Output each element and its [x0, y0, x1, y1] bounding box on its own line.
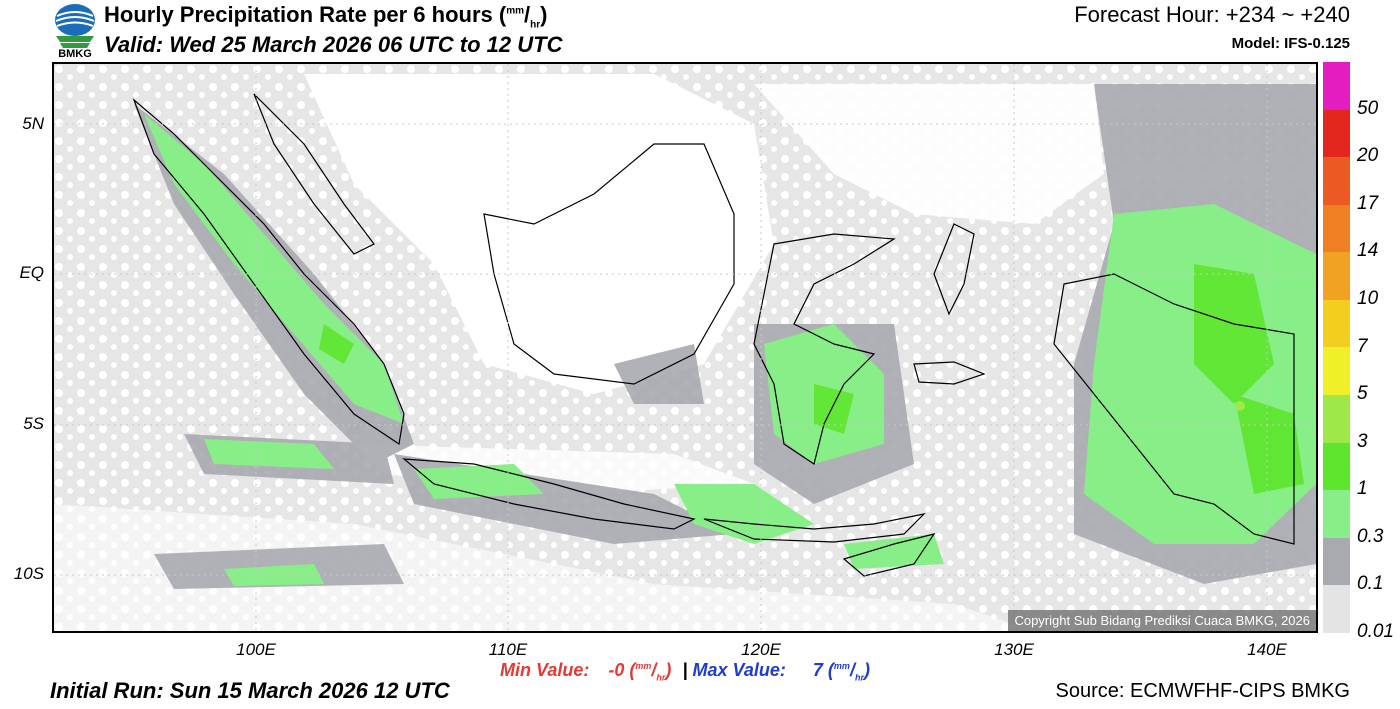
- initial-run: Initial Run: Sun 15 March 2026 12 UTC: [50, 678, 450, 703]
- copyright-notice: Copyright Sub Bidang Prediksi Cuaca BMKG…: [1008, 610, 1316, 631]
- colorbar-segment: [1323, 585, 1350, 633]
- min-value: -0: [608, 660, 625, 680]
- colorbar-label: 50: [1357, 97, 1379, 119]
- max-value: 7: [812, 660, 823, 680]
- precipitation-colorbar: [1323, 62, 1350, 633]
- lon-label-100e: 100E: [236, 640, 276, 659]
- colorbar-label: 20: [1357, 145, 1379, 167]
- colorbar-segment: [1323, 109, 1350, 158]
- colorbar-label: 10: [1357, 287, 1379, 309]
- min-label: Min Value:: [500, 660, 590, 680]
- lon-label-140e: 140E: [1247, 640, 1287, 659]
- bmkg-logo: BMKG: [50, 2, 100, 60]
- colorbar-label: 7: [1357, 335, 1368, 357]
- colorbar-label: 14: [1357, 240, 1379, 262]
- colorbar-segment: [1323, 537, 1350, 586]
- lon-label-120e: 120E: [741, 640, 781, 659]
- colorbar-segment: [1323, 157, 1350, 205]
- colorbar-label: 0.01: [1357, 621, 1394, 642]
- colorbar-label: 0.1: [1357, 573, 1384, 595]
- colorbar-label: 3: [1357, 430, 1368, 452]
- logo-text: BMKG: [58, 48, 92, 58]
- data-source: Source: ECMWFHF-CIPS BMKG: [1055, 680, 1350, 702]
- precipitation-map: [52, 62, 1318, 633]
- colorbar-label: 5: [1357, 383, 1368, 405]
- value-separator: |: [682, 660, 688, 680]
- lon-label-130e: 130E: [994, 640, 1034, 659]
- lat-label-10s: 10S: [13, 564, 44, 583]
- colorbar-segment: [1323, 490, 1350, 538]
- colorbar-segment: [1323, 395, 1350, 443]
- page-title: Hourly Precipitation Rate per 6 hours (m…: [104, 2, 548, 31]
- colorbar-segment: [1323, 204, 1350, 253]
- lat-label-5n: 5N: [22, 114, 44, 133]
- valid-time: Valid: Wed 25 March 2026 06 UTC to 12 UT…: [104, 32, 563, 57]
- colorbar-segment: [1323, 62, 1350, 110]
- forecast-hour: Forecast Hour: +234 ~ +240: [1074, 2, 1350, 27]
- lat-label-eq: EQ: [19, 263, 44, 282]
- colorbar-segment: [1323, 252, 1350, 300]
- colorbar-label: 17: [1357, 192, 1379, 214]
- colorbar-segment: [1323, 347, 1350, 396]
- min-max-values: Min Value: -0 (mm/hr) | Max Value: 7 (mm…: [500, 660, 870, 683]
- colorbar-segment: [1323, 442, 1350, 491]
- max-unit: (mm/hr): [827, 660, 870, 683]
- colorbar-segment: [1323, 299, 1350, 348]
- lat-label-5s: 5S: [23, 414, 44, 433]
- colorbar-label: 0.3: [1357, 525, 1384, 547]
- lon-label-110e: 110E: [488, 640, 528, 659]
- colorbar-label: 1: [1357, 478, 1368, 500]
- model-name: Model: IFS-0.125: [1231, 35, 1350, 52]
- max-label: Max Value:: [692, 660, 786, 680]
- min-unit: (mm/hr): [629, 660, 672, 683]
